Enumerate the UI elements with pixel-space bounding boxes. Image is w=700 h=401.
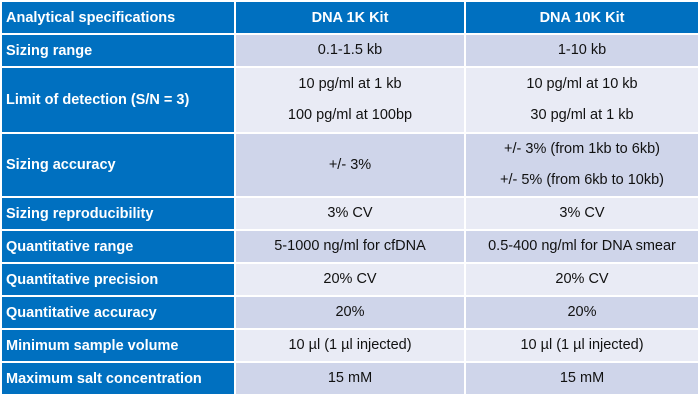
cell-line: 20% <box>335 304 365 320</box>
table-row: Limit of detection (S/N = 3) 10 pg/ml at … <box>0 66 700 134</box>
table-row: Sizing accuracy +/- 3% +/- 3% (from 1kb to… <box>0 132 700 198</box>
cell-dna-1k: 5-1000 ng/ml for cfDNA <box>234 229 466 264</box>
cell-line: 5-1000 ng/ml for cfDNA <box>274 238 426 254</box>
row-label: Quantitative accuracy <box>0 295 236 330</box>
cell-dna-1k: 15 mM <box>234 361 466 396</box>
header-dna-1k-kit: DNA 1K Kit <box>234 0 466 35</box>
cell-line: +/- 3% (from 1kb to 6kb) <box>504 141 660 157</box>
cell-dna-1k: 0.1-1.5 kb <box>234 33 466 68</box>
row-label: Sizing range <box>0 33 236 68</box>
cell-dna-1k: 20% CV <box>234 262 466 297</box>
cell-line: 20% <box>567 304 597 320</box>
table-row: Minimum sample volume 10 µl (1 µl injecte… <box>0 328 700 363</box>
row-label: Quantitative range <box>0 229 236 264</box>
cell-line: 20% CV <box>323 271 377 287</box>
cell-line: 3% CV <box>327 205 373 221</box>
cell-dna-1k: 3% CV <box>234 196 466 231</box>
cell-line: 10 µl (1 µl injected) <box>288 337 412 353</box>
cell-line: 10 pg/ml at 10 kb <box>526 76 638 92</box>
table-row: Quantitative precision 20% CV 20% CV <box>0 262 700 297</box>
cell-dna-1k: 20% <box>234 295 466 330</box>
cell-line: 1-10 kb <box>557 42 607 58</box>
cell-line: 10 pg/ml at 1 kb <box>298 76 402 92</box>
cell-dna-10k: 10 pg/ml at 10 kb 30 pg/ml at 1 kb <box>464 66 700 134</box>
table-row: Quantitative accuracy 20% 20% <box>0 295 700 330</box>
header-row: Analytical specifications DNA 1K Kit DNA… <box>0 0 700 35</box>
cell-line: 3% CV <box>559 205 605 221</box>
cell-dna-10k: 15 mM <box>464 361 700 396</box>
row-label: Minimum sample volume <box>0 328 236 363</box>
table-row: Quantitative range 5-1000 ng/ml for cfDNA… <box>0 229 700 264</box>
cell-dna-1k: 10 pg/ml at 1 kb 100 pg/ml at 100bp <box>234 66 466 134</box>
cell-line: +/- 3% <box>328 156 372 173</box>
cell-dna-10k: 20% CV <box>464 262 700 297</box>
table-row: Sizing reproducibility 3% CV 3% CV <box>0 196 700 231</box>
cell-dna-10k: 0.5-400 ng/ml for DNA smear <box>464 229 700 264</box>
cell-line: 30 pg/ml at 1 kb <box>530 107 634 123</box>
cell-dna-10k: 10 µl (1 µl injected) <box>464 328 700 363</box>
row-label: Quantitative precision <box>0 262 236 297</box>
table-row: Maximum salt concentration 15 mM 15 mM <box>0 361 700 396</box>
header-dna-10k-kit: DNA 10K Kit <box>464 0 700 35</box>
cell-line: 0.1-1.5 kb <box>317 42 383 58</box>
cell-line: 15 mM <box>327 370 373 386</box>
cell-dna-10k: 20% <box>464 295 700 330</box>
cell-line: 20% CV <box>555 271 609 287</box>
row-label: Limit of detection (S/N = 3) <box>0 66 236 134</box>
header-analytical-specifications: Analytical specifications <box>0 0 236 35</box>
row-label: Sizing reproducibility <box>0 196 236 231</box>
cell-line: +/- 5% (from 6kb to 10kb) <box>500 172 664 188</box>
table-row: Sizing range 0.1-1.5 kb 1-10 kb <box>0 33 700 68</box>
cell-dna-10k: +/- 3% (from 1kb to 6kb) +/- 5% (from 6kb… <box>464 132 700 198</box>
cell-line: 10 µl (1 µl injected) <box>520 337 644 353</box>
cell-dna-10k: 1-10 kb <box>464 33 700 68</box>
cell-dna-10k: 3% CV <box>464 196 700 231</box>
cell-line: 100 pg/ml at 100bp <box>287 107 413 123</box>
cell-dna-1k: +/- 3% <box>234 132 466 198</box>
row-label: Sizing accuracy <box>0 132 236 198</box>
cell-line: 15 mM <box>559 370 605 386</box>
cell-dna-1k: 10 µl (1 µl injected) <box>234 328 466 363</box>
row-label: Maximum salt concentration <box>0 361 236 396</box>
cell-line: 0.5-400 ng/ml for DNA smear <box>488 238 676 254</box>
